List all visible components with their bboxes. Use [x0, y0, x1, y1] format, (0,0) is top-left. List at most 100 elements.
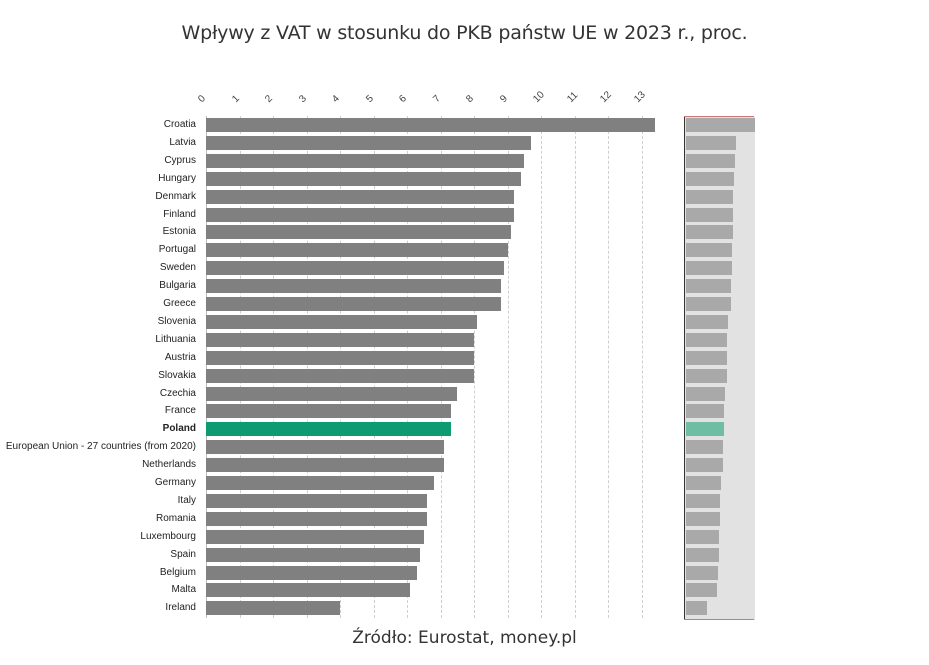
category-label: Estonia — [162, 226, 196, 238]
x-tick-label: 3 — [296, 93, 309, 105]
mini-bar — [686, 279, 732, 294]
mini-bar — [686, 440, 723, 455]
y-axis-line — [206, 116, 207, 618]
bar-netherlands[interactable] — [206, 458, 444, 473]
bar-spain[interactable] — [206, 547, 421, 562]
x-tick-label: 5 — [363, 93, 376, 105]
category-label: Spain — [170, 548, 196, 560]
gridline — [340, 116, 341, 618]
bar-estonia[interactable] — [206, 225, 511, 240]
category-label: Czechia — [159, 387, 196, 399]
mini-bar — [686, 458, 723, 473]
bar-austria[interactable] — [206, 350, 474, 365]
category-label: Finland — [163, 208, 196, 220]
category-label: Malta — [171, 584, 196, 596]
x-tick-label: 10 — [531, 89, 547, 105]
x-tick-label: 4 — [330, 93, 342, 105]
gridline — [641, 116, 643, 618]
category-label: Croatia — [163, 119, 196, 130]
gridline — [507, 116, 509, 618]
category-label: Portugal — [158, 244, 196, 256]
bar-romania[interactable] — [206, 511, 428, 526]
gridline — [373, 116, 375, 618]
mini-bar — [686, 583, 718, 598]
bar-croatia[interactable] — [206, 118, 655, 132]
x-tick-label: 2 — [263, 93, 275, 105]
category-label: Slovenia — [157, 315, 196, 327]
mini-bar — [686, 153, 735, 168]
mini-panel-top-border — [684, 116, 754, 117]
x-tick-label: 1 — [229, 93, 242, 105]
mini-bar — [686, 135, 736, 150]
mini-bar — [686, 243, 733, 258]
bar-sweden[interactable] — [206, 261, 505, 276]
mini-bar — [686, 332, 728, 347]
category-label: Slovakia — [158, 369, 196, 381]
bar-finland[interactable] — [206, 207, 515, 222]
gridline — [407, 116, 408, 618]
x-tick-label: 11 — [564, 89, 580, 105]
mini-bar — [686, 476, 721, 490]
mini-bar — [686, 297, 732, 311]
category-label: Cyprus — [164, 154, 196, 166]
x-tick-label: 0 — [196, 93, 208, 105]
bar-lithuania[interactable] — [206, 332, 474, 347]
bar-slovenia[interactable] — [206, 314, 478, 329]
mini-bar — [686, 225, 733, 240]
category-label: France — [164, 405, 196, 417]
bar-luxembourg[interactable] — [206, 529, 424, 544]
bar-latvia[interactable] — [206, 135, 531, 150]
gridline — [239, 116, 241, 618]
bar-chart-plot: 0 1 2 3 4 5 6 7 8 9 10 11 12 13 Croatia Latvia Cyprus Hun… — [6, 89, 666, 618]
mini-bar — [686, 314, 728, 329]
bar-malta[interactable] — [206, 583, 411, 598]
category-label: Latvia — [169, 136, 196, 148]
bar-portugal[interactable] — [206, 243, 508, 258]
category-label: Poland — [162, 423, 196, 435]
bar-poland[interactable] — [206, 422, 451, 437]
chart-title: Wpływy z VAT w stosunku do PKB państw UE… — [181, 22, 748, 44]
mini-bar — [686, 493, 720, 508]
mini-overview-panel[interactable] — [684, 117, 755, 620]
category-label: Luxembourg — [140, 530, 196, 542]
bar-italy[interactable] — [206, 493, 428, 508]
x-tick-label: 13 — [631, 89, 648, 105]
mini-bar — [686, 261, 732, 276]
x-tick-label: 6 — [397, 93, 409, 105]
gridline — [608, 116, 609, 618]
bar-germany[interactable] — [206, 476, 434, 490]
bar-denmark[interactable] — [206, 189, 515, 204]
mini-bar — [686, 511, 720, 526]
category-label: Bulgaria — [159, 280, 196, 292]
mini-bar — [686, 350, 728, 365]
mini-bar — [686, 118, 755, 132]
x-tick-label: 8 — [464, 93, 476, 105]
bar-cyprus[interactable] — [206, 153, 525, 168]
category-label: Greece — [163, 298, 196, 309]
category-label: Belgium — [159, 566, 196, 578]
mini-bar — [686, 529, 720, 544]
bar-hungary[interactable] — [206, 171, 521, 186]
gridline — [541, 116, 542, 618]
bar-ireland[interactable] — [206, 601, 340, 616]
bar-czechia[interactable] — [206, 386, 458, 401]
bar-greece[interactable] — [206, 297, 501, 311]
bar-slovakia[interactable] — [206, 368, 474, 383]
bar-european-union-27-countries-from-2020-[interactable] — [206, 440, 444, 455]
mini-bar — [686, 207, 734, 222]
x-tick-label: 12 — [598, 89, 614, 105]
category-label: Austria — [164, 351, 196, 363]
gridline — [273, 116, 274, 618]
category-label: Germany — [154, 477, 196, 488]
mini-bar — [686, 171, 735, 186]
bar-bulgaria[interactable] — [206, 279, 501, 294]
mini-panel-bottom-border — [684, 619, 754, 620]
gridline — [474, 116, 475, 618]
mini-bar — [686, 601, 707, 616]
category-label: Lithuania — [155, 333, 196, 345]
mini-bar — [686, 422, 724, 437]
bar-belgium[interactable] — [206, 565, 418, 580]
bar-france[interactable] — [206, 404, 451, 419]
mini-bar — [686, 565, 719, 580]
category-label: Romania — [155, 512, 196, 524]
